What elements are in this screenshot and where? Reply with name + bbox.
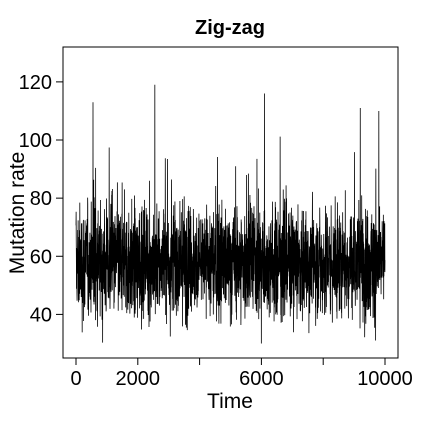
plot-area [75,84,386,344]
series-line-mutation-rate [75,84,386,344]
x-tick-label: 10000 [357,368,413,390]
y-tick-label: 100 [19,130,52,152]
y-tick-label: 120 [19,72,52,94]
x-axis-label: Time [207,390,253,413]
y-tick-label: 80 [30,188,52,210]
chart-title: Zig-zag [195,17,265,39]
y-tick-label: 60 [30,246,52,268]
x-axis: 0 2000 6000 10000 [70,357,413,390]
y-tick-label: 40 [30,304,52,326]
y-axis: 40 60 80 100 120 [19,72,64,326]
x-tick-label: 0 [70,368,81,390]
x-tick-label: 2000 [116,368,161,390]
y-axis-label: Mutation rate [6,152,29,275]
x-tick-label: 6000 [239,368,284,390]
